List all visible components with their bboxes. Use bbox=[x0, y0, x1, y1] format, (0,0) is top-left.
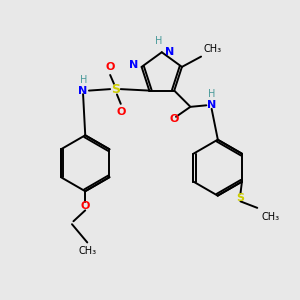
Text: N: N bbox=[207, 100, 216, 110]
Text: S: S bbox=[236, 193, 244, 203]
Text: S: S bbox=[111, 82, 120, 96]
Text: O: O bbox=[169, 114, 179, 124]
Text: O: O bbox=[106, 62, 115, 72]
Text: CH₃: CH₃ bbox=[261, 212, 280, 222]
Text: N: N bbox=[78, 85, 88, 96]
Text: N: N bbox=[165, 47, 175, 57]
Text: H: H bbox=[208, 89, 215, 99]
Text: O: O bbox=[116, 107, 125, 117]
Text: H: H bbox=[80, 75, 87, 85]
Text: O: O bbox=[80, 201, 90, 211]
Text: H: H bbox=[155, 36, 163, 46]
Text: CH₃: CH₃ bbox=[203, 44, 222, 54]
Text: N: N bbox=[129, 59, 138, 70]
Text: CH₃: CH₃ bbox=[78, 246, 96, 256]
